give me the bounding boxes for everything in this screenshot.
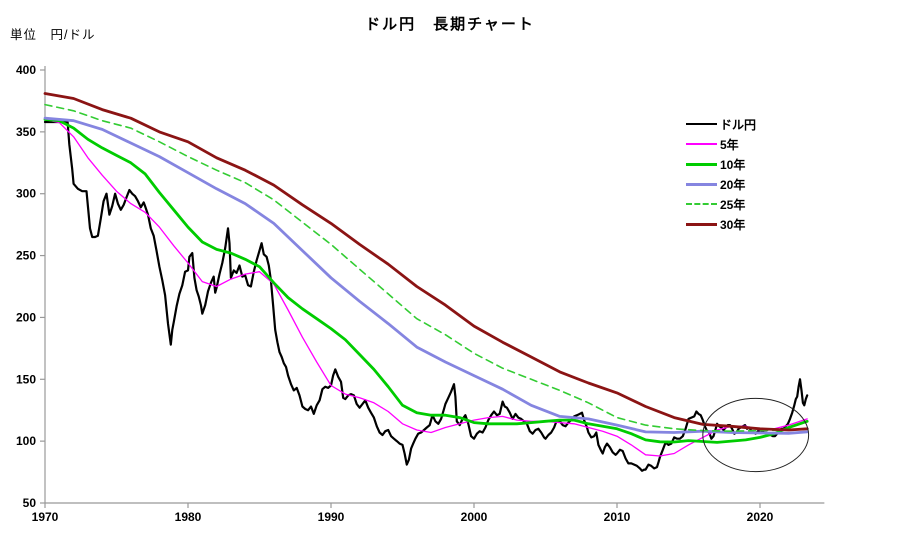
legend-item-ma-20y: 20年: [686, 174, 756, 194]
y-axis-tick-label: 150: [16, 372, 36, 386]
legend-label-ma-10y: 10年: [720, 157, 746, 172]
y-axis-tick-label: 200: [16, 310, 36, 324]
legend-item-ma-25y: 25年: [686, 194, 756, 214]
y-axis-tick-label: 50: [23, 496, 37, 510]
highlight-ellipse-annotation: [702, 397, 810, 473]
legend: ドル円 5年 10年 20年 25年 30年: [686, 114, 756, 234]
legend-item-usdjpy: ドル円: [686, 114, 756, 134]
chart-title: ドル円 長期チャート: [365, 16, 535, 33]
legend-item-ma-5y: 5年: [686, 134, 756, 154]
legend-line-swatch-ma-25y: [686, 203, 717, 205]
legend-line-swatch-usdjpy: [686, 123, 717, 125]
legend-line-swatch-ma-5y: [686, 143, 717, 145]
legend-label-ma-20y: 20年: [720, 177, 746, 192]
series-line-ma-25y: [44, 103, 809, 433]
x-axis-tick-label: 1990: [318, 510, 345, 524]
series-line-ma-30y: [43, 92, 809, 432]
x-axis-tick-label: 1970: [32, 510, 59, 524]
legend-line-swatch-ma-30y: [686, 222, 717, 226]
legend-label-ma-5y: 5年: [720, 137, 739, 152]
x-axis-tick-label: 1980: [175, 510, 202, 524]
legend-label-ma-30y: 30年: [720, 217, 746, 232]
y-axis-tick-label: 250: [16, 249, 36, 263]
x-axis-tick-label: 2020: [747, 510, 774, 524]
series-line-ma-5y: [44, 118, 808, 457]
series-line-ma-20y: [43, 116, 809, 435]
y-axis-tick-label: 400: [16, 63, 36, 77]
legend-line-swatch-ma-20y: [686, 182, 717, 186]
legend-item-ma-30y: 30年: [686, 214, 756, 234]
y-axis-tick-label: 350: [16, 125, 36, 139]
legend-label-usdjpy: ドル円: [720, 117, 757, 132]
legend-item-ma-10y: 10年: [686, 154, 756, 174]
legend-line-swatch-ma-10y: [686, 162, 717, 166]
legend-label-ma-25y: 25年: [720, 197, 746, 212]
x-axis-tick-label: 2010: [604, 510, 631, 524]
y-axis-tick-label: 100: [16, 434, 36, 448]
unit-label: 単位 円/ドル: [10, 28, 96, 42]
y-axis-tick-label: 300: [16, 187, 36, 201]
series-line-ma-10y: [43, 118, 809, 444]
x-axis-tick-label: 2000: [461, 510, 488, 524]
